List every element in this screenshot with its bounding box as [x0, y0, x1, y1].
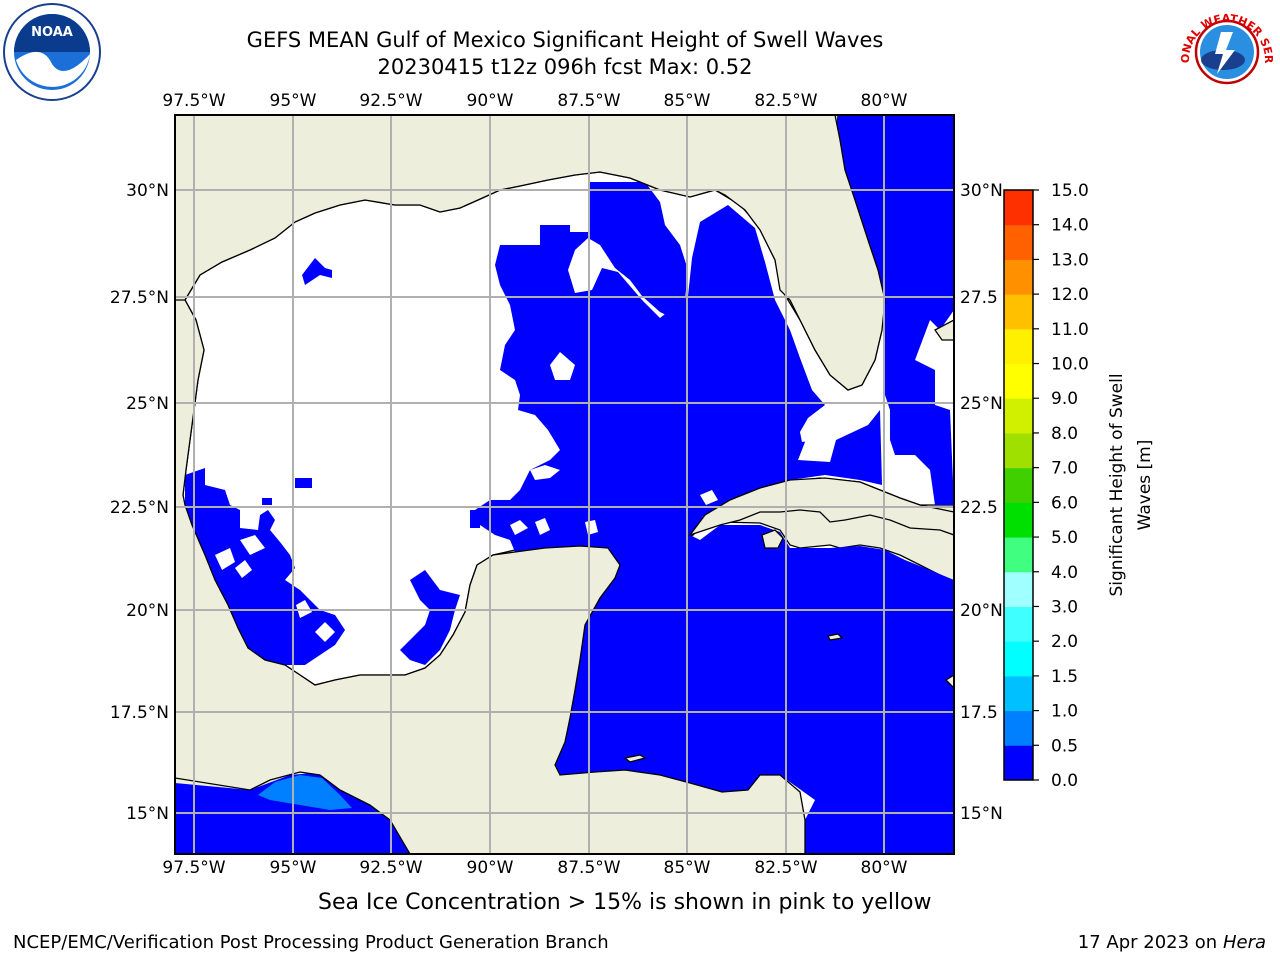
colorbar-tick-label: 1.0 [1051, 702, 1078, 722]
colorbar-segment [1004, 745, 1033, 781]
colorbar-tick-label: 6.0 [1051, 493, 1078, 513]
colorbar-tick-label: 5.0 [1051, 528, 1078, 548]
colorbar-label-line2: Waves [m] [1135, 440, 1155, 531]
lat-label: 30°N [960, 181, 1003, 201]
lat-label: 20°N [126, 601, 169, 621]
colorbar-label-line1: Significant Height of Swell [1107, 373, 1127, 596]
colorbar-tick-label: 0.0 [1051, 771, 1078, 791]
colorbar-tick-label: 11.0 [1051, 320, 1089, 340]
colorbar-segment [1004, 502, 1033, 538]
colorbar-segment [1004, 432, 1033, 469]
colorbar-segment [1004, 537, 1033, 573]
footer-branch: NCEP/EMC/Verification Post Processing Pr… [13, 932, 609, 953]
lon-label: 92.5°W [359, 858, 422, 878]
lon-label: 82.5°W [754, 858, 817, 878]
lat-label: 27.5°N [110, 288, 169, 308]
noaa-logo-text: NOAA [31, 25, 73, 40]
colorbar-segment [1004, 571, 1033, 607]
colorbar-frame [1003, 189, 1034, 781]
swell-field-holes [215, 352, 815, 642]
map-frame [174, 114, 955, 855]
colorbar-tick-label: 1.5 [1051, 667, 1078, 687]
lon-label: 80°W [861, 91, 908, 111]
lon-label: 87.5°W [557, 91, 620, 111]
colorbar-tick-label: 12.0 [1051, 285, 1089, 305]
lat-label: 17.5°N [110, 703, 169, 723]
lat-label: 27.5 [960, 288, 998, 308]
lat-label: 15°N [126, 804, 169, 824]
lon-label: 97.5°W [162, 858, 225, 878]
lon-label: 82.5°W [754, 91, 817, 111]
lat-label: 25°N [126, 394, 169, 414]
lon-label: 85°W [664, 858, 711, 878]
lat-label: 22.5°N [110, 498, 169, 518]
colorbar-segment [1004, 675, 1033, 712]
lon-label: 90°W [467, 858, 514, 878]
lat-label: 17.5 [960, 703, 998, 723]
colorbar-tick-label: 7.0 [1051, 459, 1078, 479]
footer-date-text: 17 Apr 2023 on [1077, 932, 1223, 953]
colorbar-tick-label: 15.0 [1051, 181, 1089, 201]
colorbar-tick-label: 10.0 [1051, 355, 1089, 375]
lon-label: 92.5°W [359, 91, 422, 111]
lat-labels-left: 30°N 27.5°N 25°N 22.5°N 20°N 17.5°N 15°N [110, 181, 169, 824]
colorbar-ticks: 0.0 0.5 1.0 1.5 2.0 3.0 4.0 5.0 6.0 7.0 8.0 9.0 10.0… [1033, 181, 1089, 791]
lon-labels-bottom: 97.5°W 95°W 92.5°W 90°W 87.5°W 85°W 82.5… [162, 858, 907, 878]
colorbar-tick-label: 9.0 [1051, 389, 1078, 409]
colorbar-tick-label: 13.0 [1051, 250, 1089, 270]
lon-label: 95°W [270, 858, 317, 878]
colorbar-segment [1004, 641, 1033, 677]
colorbar-tick-label: 4.0 [1051, 563, 1078, 583]
colorbar [1004, 190, 1033, 781]
graticule [175, 115, 954, 854]
lat-label: 25°N [960, 394, 1003, 414]
colorbar-segment [1004, 259, 1033, 295]
lon-label: 87.5°W [557, 858, 620, 878]
lon-label: 97.5°W [162, 91, 225, 111]
colorbar-tick-label: 0.5 [1051, 736, 1078, 756]
noaa-logo: NOAA [3, 3, 101, 101]
lon-label: 85°W [664, 91, 711, 111]
colorbar-segment [1004, 190, 1033, 226]
sea-ice-note: Sea Ice Concentration > 15% is shown in … [318, 890, 932, 915]
colorbar-tick-label: 2.0 [1051, 632, 1078, 652]
colorbar-tick-label: 8.0 [1051, 424, 1078, 444]
lat-label: 30°N [126, 181, 169, 201]
nws-logo: NATIONAL WEATHER SERVICE [1176, 2, 1275, 99]
colorbar-segment [1004, 363, 1033, 399]
lat-label: 22.5 [960, 498, 998, 518]
colorbar-segment [1004, 294, 1033, 330]
lon-label: 90°W [467, 91, 514, 111]
footer-date: 17 Apr 2023 on Hera [1078, 932, 1266, 953]
colorbar-segment [1004, 606, 1033, 642]
colorbar-segment [1004, 467, 1033, 503]
chart-subtitle: 20230415 t12z 096h fcst Max: 0.52 [377, 55, 753, 79]
colorbar-segment [1004, 398, 1033, 434]
colorbar-segment [1004, 328, 1033, 365]
lat-labels-right: 30°N 27.5 25°N 22.5 20°N 17.5 15°N [960, 181, 1003, 824]
colorbar-segment [1004, 710, 1033, 746]
colorbar-segment [1004, 224, 1033, 260]
chart-title: GEFS MEAN Gulf of Mexico Significant Hei… [246, 28, 884, 52]
lat-label: 20°N [960, 601, 1003, 621]
swell-field-light [258, 775, 352, 810]
colorbar-tick-label: 14.0 [1051, 216, 1089, 236]
map-area [175, 115, 954, 854]
colorbar-tick-label: 3.0 [1051, 597, 1078, 617]
lon-label: 95°W [270, 91, 317, 111]
lat-label: 15°N [960, 804, 1003, 824]
lon-labels-top: 97.5°W 95°W 92.5°W 90°W 87.5°W 85°W 82.5… [162, 91, 907, 111]
footer-machine: Hera [1222, 932, 1266, 953]
lon-label: 80°W [861, 858, 908, 878]
